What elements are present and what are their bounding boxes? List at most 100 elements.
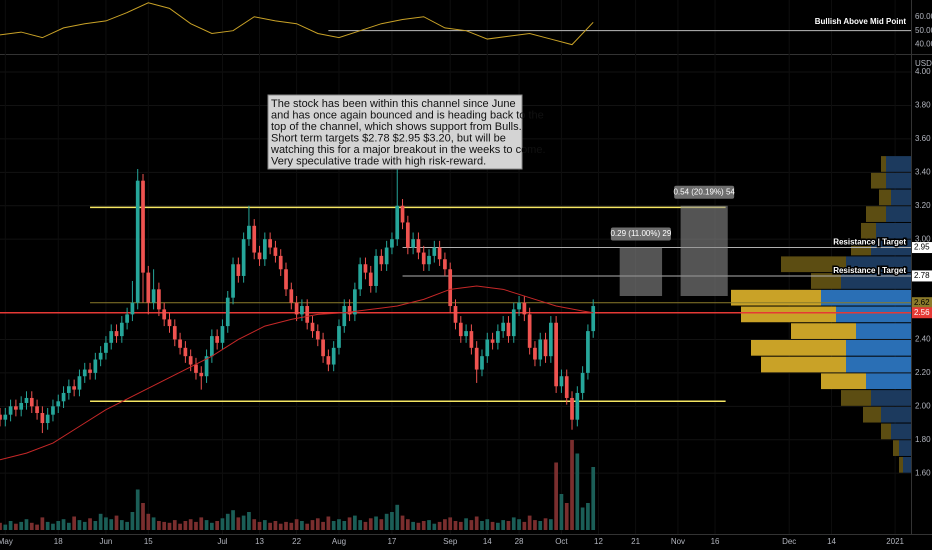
volume-bar — [241, 515, 246, 530]
profile-down-bar — [881, 406, 911, 423]
volume-bar — [501, 520, 506, 530]
volume-bar — [437, 521, 442, 530]
profile-down-bar — [876, 222, 911, 239]
volume-bar — [72, 516, 77, 530]
candle-body — [130, 302, 135, 315]
candle-body — [300, 306, 304, 315]
candle-body — [564, 376, 569, 398]
volume-bar — [284, 521, 288, 530]
volume-bar — [178, 523, 182, 530]
candle-body — [162, 309, 167, 320]
candle-body — [405, 222, 410, 248]
candle-body — [548, 322, 553, 357]
y-tick-label: 2.40 — [915, 335, 931, 344]
candle-body — [458, 322, 463, 337]
profile-down-bar — [846, 356, 911, 373]
volume-bar — [289, 522, 294, 530]
price-label: 2.56 — [914, 308, 930, 317]
profile-up-bar — [811, 273, 841, 289]
candle-body — [469, 331, 474, 348]
candle-body — [194, 364, 198, 373]
candle-body — [554, 322, 558, 387]
y-tick-label: 4.00 — [915, 67, 931, 76]
candle-body — [310, 322, 315, 332]
candle-body — [453, 306, 458, 323]
candle-body — [247, 225, 251, 240]
y-tick-label: 3.20 — [915, 201, 931, 210]
volume-bar — [67, 522, 71, 530]
profile-up-bar — [821, 373, 866, 390]
candle-body — [284, 269, 288, 290]
profile-down-bar — [886, 206, 911, 222]
annotation-box — [267, 94, 523, 170]
candle-body — [114, 331, 119, 337]
profile-up-bar — [761, 356, 846, 373]
y-tick-label: 2.00 — [915, 401, 931, 410]
profile-down-bar — [903, 456, 911, 473]
candle-body — [225, 297, 230, 327]
rsi-tick-label: 50.00 — [915, 26, 932, 35]
candle-body — [93, 359, 98, 373]
x-tick-label: 13 — [255, 537, 264, 546]
volume-bar — [305, 523, 310, 530]
annotation-line: and has once again bounced and is headin… — [271, 110, 544, 122]
price-label-bg — [912, 242, 932, 254]
volume-bar — [522, 521, 527, 530]
candle-body — [257, 252, 262, 260]
candle-body — [326, 356, 331, 365]
profile-down-bar — [866, 373, 911, 390]
candle-body — [511, 309, 516, 337]
profile-down-bar — [856, 323, 911, 339]
volume-bar — [183, 521, 188, 530]
volume-bar — [321, 521, 325, 530]
volume-bar — [496, 522, 500, 530]
rsi-tick-label: 40.00 — [915, 40, 932, 49]
volume-bar — [384, 513, 389, 530]
volume-bar — [119, 520, 124, 530]
candle-body — [538, 339, 543, 360]
volume-bar — [146, 513, 151, 530]
volume-bar — [247, 512, 251, 530]
volume-bar — [262, 520, 267, 530]
volume-bar — [390, 512, 394, 530]
candle-body — [178, 339, 182, 348]
candle-body — [543, 339, 548, 357]
volume-bar — [453, 521, 458, 530]
profile-down-bar — [886, 156, 911, 172]
candle-body — [437, 247, 442, 260]
candle-body — [88, 369, 92, 373]
profile-down-bar — [886, 172, 911, 189]
candle-body — [82, 369, 87, 377]
candles — [0, 168, 596, 461]
y-tick-label: 3.60 — [915, 134, 931, 143]
volume-bar — [310, 520, 315, 530]
volume-bar — [374, 516, 378, 530]
candle-body — [363, 264, 368, 273]
candle-body — [580, 372, 585, 393]
y-tick-label: 3.40 — [915, 167, 931, 176]
candle-body — [35, 406, 39, 414]
volume-bar — [51, 523, 55, 530]
profile-up-bar — [751, 339, 846, 356]
volume-bar — [114, 515, 119, 530]
candle-body — [559, 376, 564, 387]
candle-body — [501, 322, 506, 332]
volume-bar — [353, 515, 357, 530]
volume-bar — [474, 516, 479, 530]
volume-bar — [416, 522, 421, 530]
volume-bar — [358, 520, 363, 530]
candle-body — [506, 322, 511, 337]
price-label-bg — [912, 307, 932, 319]
volume-bar — [405, 519, 410, 530]
x-tick-label: Nov — [671, 537, 685, 546]
candle-body — [151, 289, 156, 303]
candle-body — [522, 302, 527, 315]
price-label: 2.78 — [914, 271, 930, 280]
target-box — [619, 247, 663, 297]
x-tick-label: 22 — [292, 537, 301, 546]
candle-body — [241, 239, 246, 276]
candle-body — [236, 264, 241, 276]
profile-up-bar — [781, 256, 846, 273]
volume-bar — [162, 521, 167, 530]
volume-bar — [35, 524, 39, 530]
